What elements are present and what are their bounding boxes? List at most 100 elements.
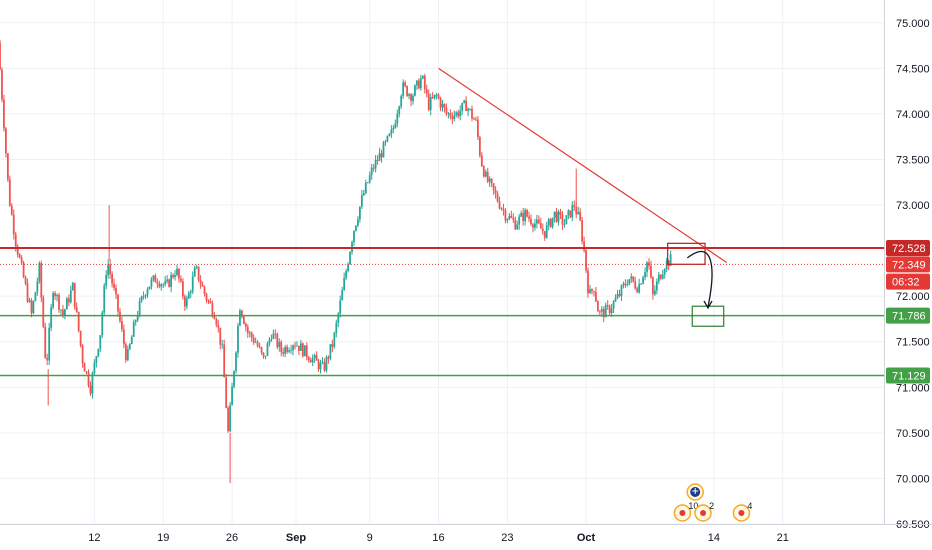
candle-body [315, 355, 318, 361]
candle-body [254, 342, 257, 344]
candle-body [136, 315, 139, 321]
candle-body [130, 336, 133, 345]
candle-body [549, 219, 552, 227]
candle-body [189, 291, 192, 293]
candle-body [235, 352, 237, 372]
candle-body [22, 262, 25, 278]
x-tick-label: 12 [88, 532, 100, 544]
economic-events[interactable]: 10 2 4 [673, 483, 752, 522]
candle-body [496, 193, 499, 202]
y-tick-label: 71.500 [896, 337, 930, 349]
candle-body [410, 94, 412, 102]
candle-body [665, 260, 668, 270]
candle-body [594, 292, 597, 302]
candle-body [467, 108, 469, 111]
candle-body [99, 335, 102, 349]
candle-body [8, 179, 11, 206]
candle-body [54, 293, 56, 297]
candle-body [48, 327, 51, 361]
candle-body [555, 211, 558, 222]
candle-body [614, 298, 617, 302]
price-tag-box [886, 273, 930, 290]
candle-body [262, 352, 265, 357]
candle-body [278, 342, 281, 348]
trend-line[interactable] [438, 67, 728, 263]
rectangle-drawing[interactable] [667, 242, 706, 265]
candle-body [478, 137, 481, 156]
candle-body [412, 95, 414, 102]
price-axis[interactable]: 75.00074.50074.00073.50073.00072.50072.0… [884, 0, 930, 531]
candle-body [26, 283, 29, 302]
price-tag-box [886, 307, 930, 324]
x-tick-label: 23 [501, 532, 513, 544]
candle-body [164, 281, 167, 285]
candle-body [205, 293, 208, 301]
candle-body [380, 153, 383, 158]
candle-body [398, 106, 401, 115]
y-tick-label: 71.000 [896, 382, 930, 394]
y-tick-label: 74.000 [896, 109, 930, 121]
y-tick-label: 73.000 [896, 200, 930, 212]
candle-body [343, 277, 346, 291]
candle-body [404, 82, 407, 86]
candle-body [115, 287, 117, 295]
candle-body [447, 113, 450, 114]
candle-body [266, 343, 269, 356]
candle-body [575, 206, 578, 215]
candle-body [107, 264, 110, 275]
candle-body [408, 94, 410, 96]
candle-body [421, 75, 424, 79]
candle-body [593, 291, 595, 293]
candle-body [475, 119, 477, 121]
candle-body [65, 298, 68, 310]
candle-body [425, 89, 428, 94]
candle-body [56, 294, 58, 297]
candle-body [445, 107, 448, 114]
candle-body [400, 95, 403, 107]
candle-body [46, 358, 49, 361]
candle-body [528, 216, 530, 219]
price-tag-box [886, 367, 930, 384]
candle-body [193, 267, 196, 277]
candle-body [32, 301, 35, 314]
y-tick-label: 73.500 [896, 154, 930, 166]
drawings[interactable] [0, 67, 884, 377]
candle-body [239, 310, 241, 326]
candle-body [543, 231, 546, 238]
time-axis[interactable]: 12 19 26 Sep 9 16 23 Oct 14 21 [0, 524, 932, 545]
candle-body [292, 345, 294, 351]
candle-body [329, 344, 332, 359]
candle-body [146, 289, 149, 296]
candle-body [669, 254, 672, 266]
candle-body [158, 283, 161, 287]
price-tag-label: 06:32 [892, 277, 920, 289]
candle-body [374, 159, 377, 169]
candle-body [172, 275, 174, 278]
x-tick-label: Sep [286, 532, 306, 544]
candle-body [583, 241, 585, 250]
candle-body [325, 357, 328, 371]
candle-body [203, 286, 206, 294]
candle-body [246, 326, 249, 334]
candle-body [372, 167, 375, 169]
candle-body [390, 129, 393, 134]
candle-body [541, 228, 544, 232]
candle-body [319, 363, 322, 370]
candle-body [223, 344, 226, 378]
candle-body [559, 211, 562, 215]
candle-body [414, 85, 416, 96]
candle-body [207, 300, 210, 302]
candle-body [341, 290, 344, 301]
candle-body [585, 249, 587, 271]
candle-body [219, 327, 222, 345]
candle-body [237, 325, 239, 353]
candle-body [10, 205, 13, 215]
candle-body [545, 225, 548, 238]
candle-body [71, 282, 74, 291]
candle-body [537, 219, 540, 224]
candle-body [180, 278, 182, 282]
candle-body [608, 305, 611, 314]
forecast-arrow[interactable] [686, 251, 713, 308]
candle-body [333, 332, 336, 347]
